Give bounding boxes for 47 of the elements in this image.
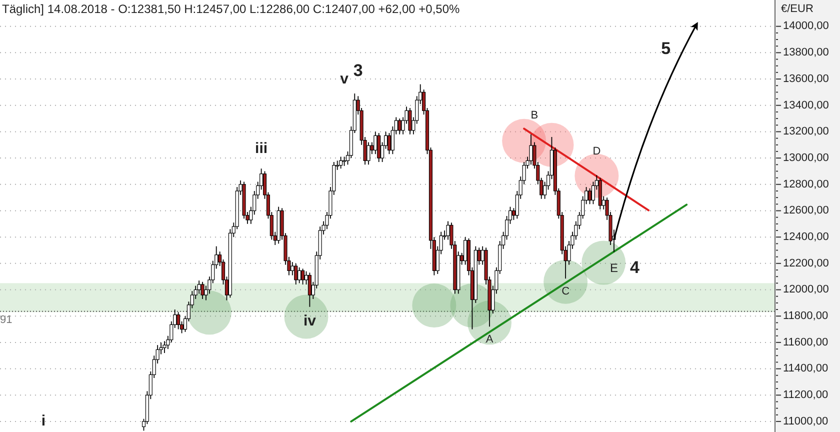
candlestick bbox=[298, 266, 302, 284]
y-tick-label: 14000,00 bbox=[783, 20, 829, 32]
candlestick bbox=[588, 188, 592, 205]
y-tick-label: 11800,00 bbox=[783, 310, 828, 322]
y-tick-label: 13800,00 bbox=[783, 46, 829, 59]
annotation: B bbox=[530, 110, 538, 122]
candlestick bbox=[408, 108, 412, 135]
y-axis-title: €/EUR bbox=[781, 3, 814, 15]
candlestick bbox=[200, 281, 204, 300]
candlestick bbox=[387, 132, 391, 155]
chart-title: Täglich] 14.08.2018 - O:12381,50 H:12457,00 L:12286,00 C:12407,00 +62,00 +0,50% bbox=[2, 2, 460, 16]
candlestick bbox=[529, 134, 533, 166]
candlestick bbox=[301, 268, 305, 285]
annotation: v bbox=[340, 70, 350, 88]
y-tick-label: 11600,00 bbox=[783, 336, 828, 348]
y-tick-label: 12400,00 bbox=[783, 230, 829, 243]
y-tick-label: 13200,00 bbox=[783, 126, 829, 138]
annotation: C bbox=[562, 286, 570, 298]
annotation: iv bbox=[303, 312, 317, 330]
y-tick-label: 11400,00 bbox=[783, 362, 828, 375]
candlestick bbox=[290, 262, 294, 276]
y-tick-label: 13000,00 bbox=[783, 152, 829, 164]
annotation: A bbox=[486, 334, 494, 346]
y-tick-label: 12000,00 bbox=[783, 284, 829, 296]
annotation: 5 bbox=[661, 39, 671, 58]
candlestick bbox=[308, 272, 312, 308]
candlestick bbox=[374, 131, 378, 155]
annotation: i bbox=[41, 412, 46, 430]
candlestick bbox=[398, 118, 402, 135]
candlestick bbox=[176, 312, 180, 330]
y-tick-label: 12600,00 bbox=[783, 204, 829, 217]
annotation: E bbox=[610, 260, 618, 275]
y-tick-label: 12800,00 bbox=[783, 178, 829, 190]
candlestick bbox=[339, 156, 343, 170]
annotation: D bbox=[592, 146, 601, 158]
candlestick bbox=[377, 132, 381, 162]
y-tick-label: 13600,00 bbox=[783, 72, 829, 85]
annotation: iii bbox=[255, 140, 268, 157]
candlestick bbox=[366, 142, 370, 166]
y-tick-label: 12200,00 bbox=[783, 257, 829, 270]
y-tick-label: 13400,00 bbox=[783, 99, 829, 112]
annotation: 91 bbox=[0, 314, 12, 326]
annotation: 4 bbox=[630, 258, 640, 278]
y-tick-label: 11200,00 bbox=[783, 389, 828, 402]
y-tick-label: 11000,00 bbox=[783, 415, 828, 428]
candlestick bbox=[294, 262, 298, 285]
annotation: 3 bbox=[353, 61, 363, 80]
